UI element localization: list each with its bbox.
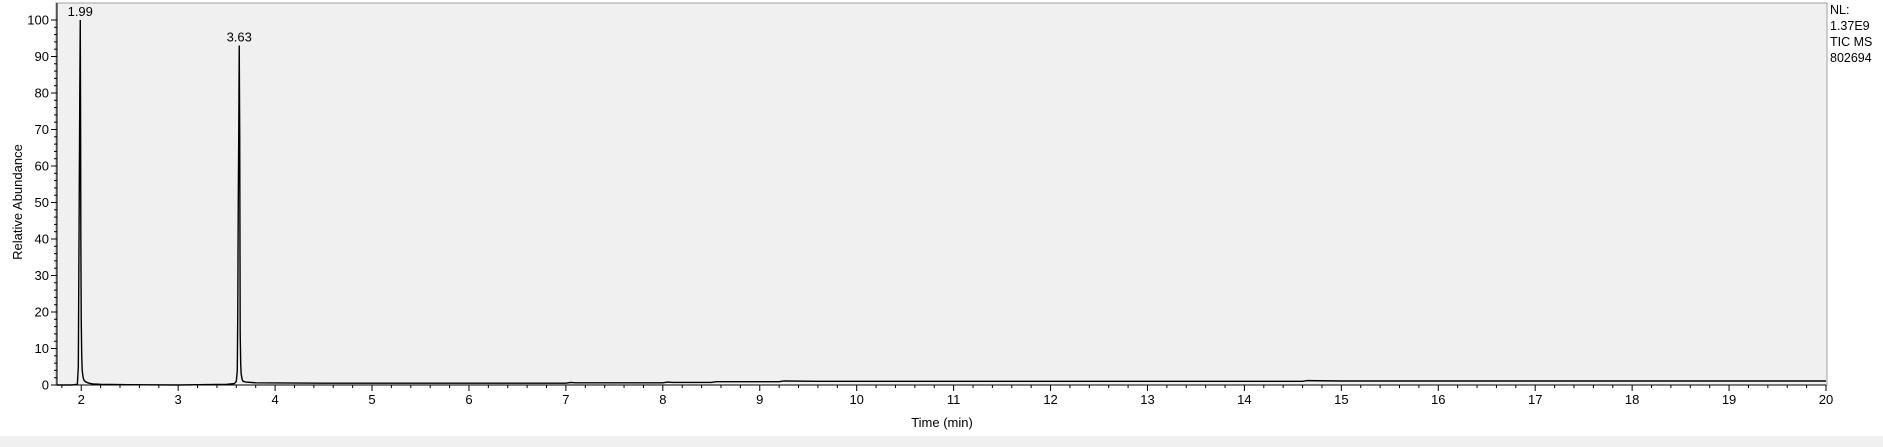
y-tick-label: 20 bbox=[35, 305, 49, 320]
y-axis: 0 10 20 30 40 50 60 70 80 90 100 bbox=[27, 3, 58, 393]
x-tick-label: 14 bbox=[1237, 392, 1251, 407]
trace-info-line: 802694 bbox=[1830, 51, 1872, 65]
peak-label: 3.63 bbox=[227, 30, 252, 45]
trace-info: NL: 1.37E9 TIC MS 802694 bbox=[1830, 3, 1872, 65]
y-tick-label: 10 bbox=[35, 341, 49, 356]
x-tick-label: 13 bbox=[1140, 392, 1154, 407]
peak-labels: 1.99 3.63 bbox=[68, 4, 252, 45]
y-tick-label: 70 bbox=[35, 122, 49, 137]
x-axis-title: Time (min) bbox=[911, 415, 973, 430]
x-tick-label: 3 bbox=[175, 392, 182, 407]
x-tick-label: 19 bbox=[1722, 392, 1736, 407]
x-tick-label: 9 bbox=[756, 392, 763, 407]
y-tick-label: 80 bbox=[35, 86, 49, 101]
x-tick-label: 17 bbox=[1528, 392, 1542, 407]
x-tick-label: 5 bbox=[368, 392, 375, 407]
x-tick-label: 7 bbox=[562, 392, 569, 407]
x-tick-label: 20 bbox=[1819, 392, 1833, 407]
x-tick-label: 4 bbox=[271, 392, 278, 407]
y-tick-label: 60 bbox=[35, 159, 49, 174]
x-tick-label: 11 bbox=[947, 392, 961, 407]
x-tick-label: 16 bbox=[1431, 392, 1445, 407]
peak-label: 1.99 bbox=[68, 4, 93, 19]
x-tick-label: 10 bbox=[849, 392, 863, 407]
plot-area bbox=[55, 2, 1828, 386]
trace-info-line: TIC MS bbox=[1830, 35, 1872, 49]
x-tick-label: 8 bbox=[659, 392, 666, 407]
y-tick-label: 30 bbox=[35, 268, 49, 283]
y-tick-label: 100 bbox=[27, 13, 49, 28]
y-tick-label: 0 bbox=[42, 378, 49, 393]
y-tick-label: 50 bbox=[35, 195, 49, 210]
tic-trace bbox=[57, 19, 1826, 386]
x-tick-label: 6 bbox=[465, 392, 472, 407]
x-tick-label: 12 bbox=[1043, 392, 1057, 407]
y-tick-label: 40 bbox=[35, 232, 49, 247]
y-axis-title: Relative Abundance bbox=[10, 144, 25, 260]
trace-info-line: NL: bbox=[1830, 3, 1849, 17]
x-tick-label: 15 bbox=[1334, 392, 1348, 407]
x-tick-label: 18 bbox=[1625, 392, 1639, 407]
x-axis: 2 3 4 5 6 7 8 9 10 11 12 13 14 15 16 17 18 19 20 bbox=[57, 384, 1833, 407]
trace-info-line: 1.37E9 bbox=[1830, 19, 1870, 33]
x-tick-label: 2 bbox=[78, 392, 85, 407]
y-tick-label: 90 bbox=[35, 49, 49, 64]
